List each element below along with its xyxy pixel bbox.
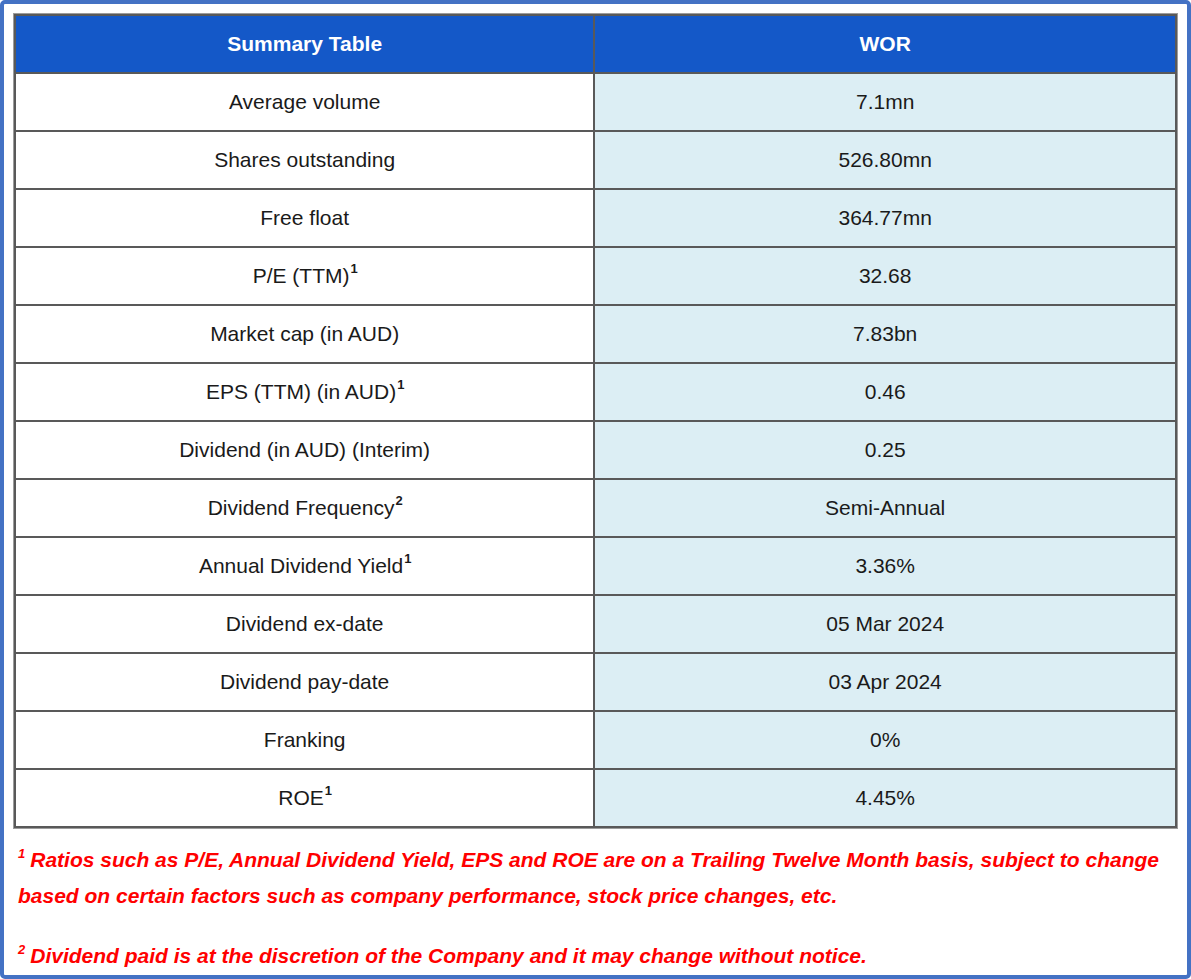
metric-value: 7.83bn xyxy=(594,305,1176,363)
metric-label: Dividend pay-date xyxy=(15,653,594,711)
metric-label: Dividend (in AUD) (Interim) xyxy=(15,421,594,479)
metric-value: 4.45% xyxy=(594,769,1176,827)
metric-label: Free float xyxy=(15,189,594,247)
metric-label: P/E (TTM)1 xyxy=(15,247,594,305)
metric-label: ROE1 xyxy=(15,769,594,827)
summary-table-body: Average volume 7.1mn Shares outstanding … xyxy=(15,73,1176,827)
summary-table-title: Summary Table xyxy=(15,15,594,73)
metric-label: Franking xyxy=(15,711,594,769)
metric-value: 3.36% xyxy=(594,537,1176,595)
metric-label: Shares outstanding xyxy=(15,131,594,189)
metric-value: 0% xyxy=(594,711,1176,769)
footnotes-section: 1Ratios such as P/E, Annual Dividend Yie… xyxy=(4,828,1187,974)
table-row: Dividend ex-date 05 Mar 2024 xyxy=(15,595,1176,653)
metric-label: Dividend ex-date xyxy=(15,595,594,653)
metric-label: Average volume xyxy=(15,73,594,131)
metric-value: Semi-Annual xyxy=(594,479,1176,537)
summary-page: Summary Table WOR Average volume 7.1mn S… xyxy=(0,0,1191,979)
metric-value: 05 Mar 2024 xyxy=(594,595,1176,653)
metric-label: Dividend Frequency2 xyxy=(15,479,594,537)
metric-value: 0.46 xyxy=(594,363,1176,421)
footnote: 1Ratios such as P/E, Annual Dividend Yie… xyxy=(18,842,1175,914)
metric-value: 7.1mn xyxy=(594,73,1176,131)
table-row: Free float 364.77mn xyxy=(15,189,1176,247)
metric-value: 0.25 xyxy=(594,421,1176,479)
table-row: Shares outstanding 526.80mn xyxy=(15,131,1176,189)
metric-label: Annual Dividend Yield1 xyxy=(15,537,594,595)
table-row: EPS (TTM) (in AUD)1 0.46 xyxy=(15,363,1176,421)
footnote-marker: 2 xyxy=(18,942,25,957)
table-row: Dividend (in AUD) (Interim) 0.25 xyxy=(15,421,1176,479)
footnote-marker: 1 xyxy=(18,846,25,861)
table-row: Franking 0% xyxy=(15,711,1176,769)
footnote-text: Dividend paid is at the discretion of th… xyxy=(30,944,867,967)
table-row: Dividend Frequency2 Semi-Annual xyxy=(15,479,1176,537)
metric-value: 364.77mn xyxy=(594,189,1176,247)
table-row: ROE1 4.45% xyxy=(15,769,1176,827)
footnote: 2 Dividend paid is at the discretion of t… xyxy=(18,938,1175,974)
metric-label: EPS (TTM) (in AUD)1 xyxy=(15,363,594,421)
table-row: Average volume 7.1mn xyxy=(15,73,1176,131)
summary-table: Summary Table WOR Average volume 7.1mn S… xyxy=(14,14,1177,828)
header-row: Summary Table WOR xyxy=(15,15,1176,73)
ticker-header: WOR xyxy=(594,15,1176,73)
metric-label: Market cap (in AUD) xyxy=(15,305,594,363)
table-row: Market cap (in AUD) 7.83bn xyxy=(15,305,1176,363)
metric-value: 32.68 xyxy=(594,247,1176,305)
metric-value: 03 Apr 2024 xyxy=(594,653,1176,711)
footnote-text: Ratios such as P/E, Annual Dividend Yiel… xyxy=(18,848,1159,907)
table-row: Dividend pay-date 03 Apr 2024 xyxy=(15,653,1176,711)
metric-value: 526.80mn xyxy=(594,131,1176,189)
table-row: P/E (TTM)1 32.68 xyxy=(15,247,1176,305)
table-row: Annual Dividend Yield1 3.36% xyxy=(15,537,1176,595)
